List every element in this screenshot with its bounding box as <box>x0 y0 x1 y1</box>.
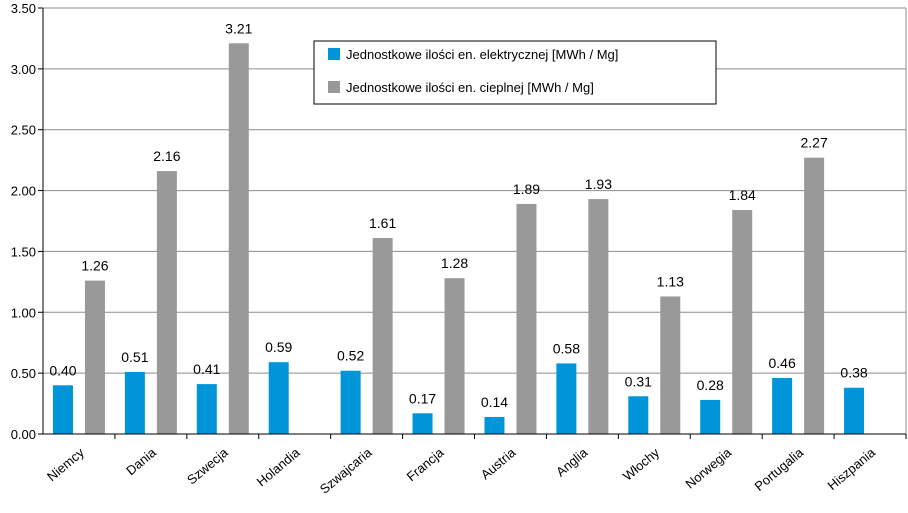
legend-box <box>313 40 717 105</box>
x-tick-label: Włochy <box>620 444 663 483</box>
bars <box>52 43 865 435</box>
bar-heat <box>588 199 609 434</box>
bar-electric <box>52 385 73 434</box>
data-label-electric: 0.58 <box>553 340 580 356</box>
x-tick-label: Anglia <box>553 444 591 479</box>
y-tick-label: 0.00 <box>11 427 36 442</box>
data-label-heat: 2.27 <box>801 135 828 151</box>
data-label-electric: 0.51 <box>121 349 148 365</box>
data-label-heat: 1.26 <box>81 258 108 274</box>
bar-electric <box>268 362 289 434</box>
x-tick-label: Francja <box>404 444 447 484</box>
x-tick-label: Szwecja <box>184 444 231 487</box>
legend-swatch-electric <box>328 48 340 60</box>
bar-heat <box>156 171 177 434</box>
data-labels: 0.40 1.26 0.51 2.16 0.41 3.21 0.59 0.52 1.61 0.17… <box>49 20 868 410</box>
data-label-heat: 1.89 <box>513 181 540 197</box>
data-label-heat: 1.93 <box>585 176 612 192</box>
data-label-electric: 0.28 <box>697 377 724 393</box>
data-label-heat: 1.84 <box>729 187 756 203</box>
legend: Jednostkowe ilości en. elektrycznej [MWh… <box>313 40 717 105</box>
data-label-electric: 0.41 <box>193 361 220 377</box>
bar-heat <box>516 203 537 434</box>
data-label-electric: 0.17 <box>409 390 436 406</box>
bar-heat <box>660 296 681 434</box>
bar-electric <box>628 396 649 434</box>
bar-electric <box>412 413 433 434</box>
bar-heat <box>804 157 825 435</box>
y-tick-label: 1.50 <box>11 244 36 259</box>
x-tick-label: Hiszpania <box>825 444 879 493</box>
bar-heat <box>444 278 465 434</box>
bar-electric <box>124 371 145 434</box>
bar-heat <box>228 43 249 434</box>
bar-electric <box>772 378 793 434</box>
x-tick-label: Portugalia <box>752 444 807 494</box>
bar-electric <box>844 387 865 434</box>
x-tick-label: Austria <box>478 444 519 482</box>
bar-electric <box>196 384 217 434</box>
data-label-electric: 0.14 <box>481 394 508 410</box>
bar-heat <box>732 210 753 434</box>
data-label-heat: 1.61 <box>369 215 396 231</box>
y-tick-label: 2.00 <box>11 184 36 199</box>
data-label-heat: 1.28 <box>441 255 468 271</box>
x-tick-label: Szwajcaria <box>317 444 375 496</box>
bar-heat <box>84 280 105 434</box>
legend-label-heat: Jednostkowe ilości en. cieplnej [MWh / M… <box>346 80 594 95</box>
x-axis-ticks: Niemcy Dania Szwecja Holandia Szwajcaria Fran… <box>44 434 907 497</box>
bar-heat <box>372 238 393 434</box>
x-tick-label: Niemcy <box>44 444 87 484</box>
x-tick-label: Norwegia <box>682 444 734 491</box>
data-label-electric: 0.46 <box>769 355 796 371</box>
data-label-heat: 1.13 <box>657 273 684 289</box>
bar-electric <box>556 363 577 434</box>
x-tick-label: Holandia <box>254 444 304 489</box>
bar-electric <box>700 399 721 434</box>
data-label-heat: 2.16 <box>153 148 180 164</box>
y-axis-ticks: 0.00 0.50 1.00 1.50 2.00 2.50 3.00 3.50 <box>11 1 43 442</box>
bar-electric <box>484 416 505 434</box>
y-tick-label: 2.50 <box>11 123 36 138</box>
y-tick-label: 3.50 <box>11 1 36 16</box>
x-tick-label: Dania <box>123 444 159 478</box>
legend-swatch-heat <box>328 81 340 93</box>
bar-electric <box>340 370 361 434</box>
data-label-electric: 0.52 <box>337 348 364 364</box>
data-label-electric: 0.31 <box>625 373 652 389</box>
y-tick-label: 3.00 <box>11 62 36 77</box>
data-label-electric: 0.38 <box>840 365 867 381</box>
y-tick-label: 1.00 <box>11 305 36 320</box>
data-label-electric: 0.59 <box>265 339 292 355</box>
legend-label-electric: Jednostkowe ilości en. elektrycznej [MWh… <box>346 47 618 62</box>
data-label-heat: 3.21 <box>225 20 252 36</box>
y-tick-label: 0.50 <box>11 366 36 381</box>
data-label-electric: 0.40 <box>49 362 76 378</box>
